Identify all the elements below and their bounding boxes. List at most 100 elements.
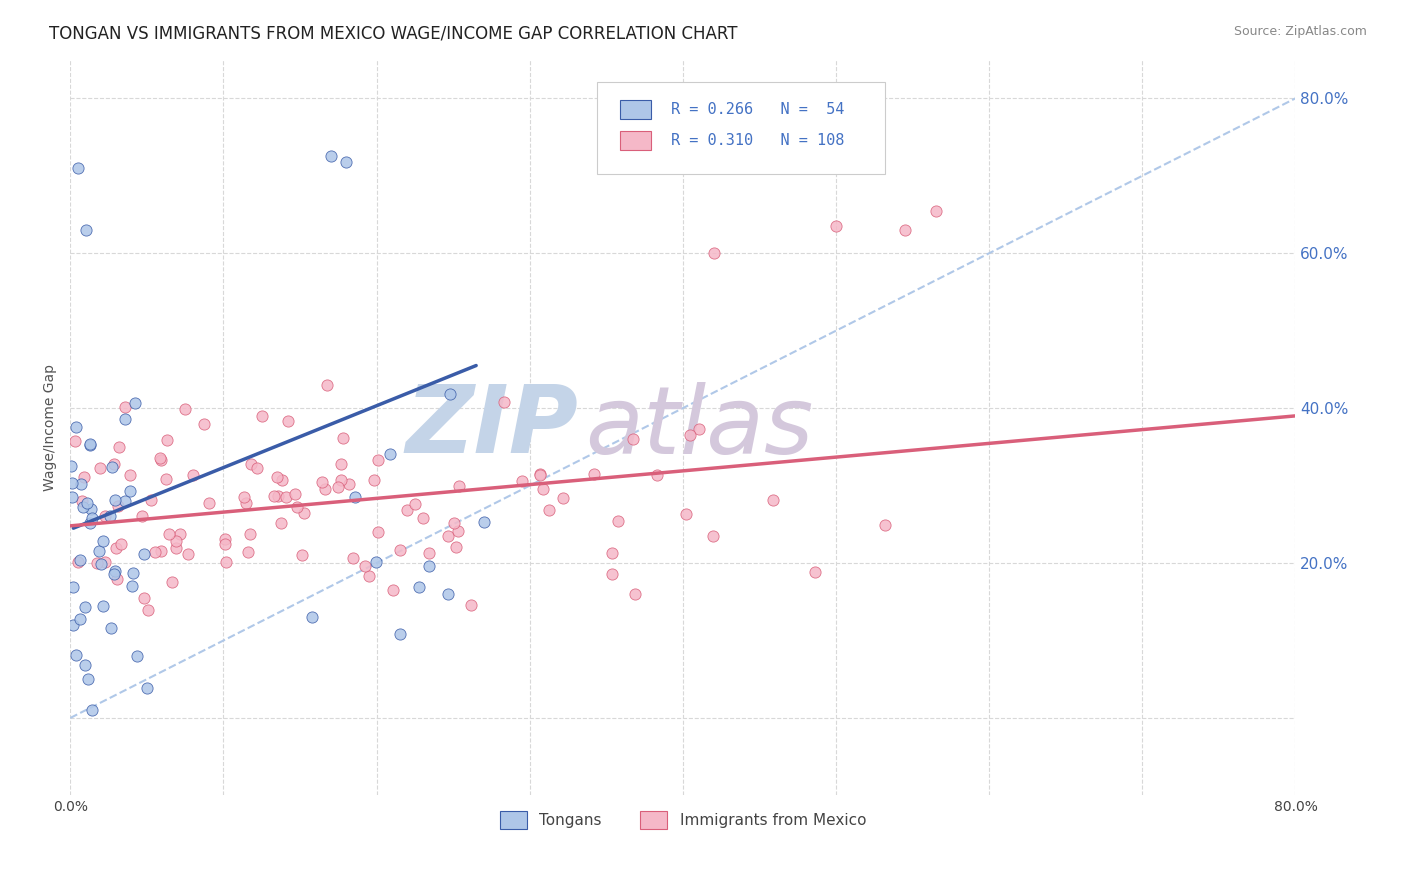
Point xyxy=(623,587,645,601)
Point xyxy=(134,548,156,562)
Point xyxy=(143,544,166,558)
Point xyxy=(381,583,404,598)
Point xyxy=(873,517,896,532)
Point xyxy=(492,395,515,409)
FancyBboxPatch shape xyxy=(620,131,651,150)
Point xyxy=(165,541,187,555)
Point xyxy=(69,612,91,626)
Point xyxy=(132,591,155,605)
Point xyxy=(316,378,339,392)
Point xyxy=(79,438,101,452)
Point xyxy=(447,524,470,539)
Point xyxy=(326,480,349,494)
Point xyxy=(75,223,97,237)
Point xyxy=(69,553,91,567)
Point xyxy=(65,420,87,434)
Point xyxy=(924,203,946,218)
Point xyxy=(165,534,187,549)
Point xyxy=(529,467,551,482)
Point xyxy=(582,467,605,482)
Point xyxy=(702,529,724,543)
Point xyxy=(91,599,114,613)
Point xyxy=(825,219,848,233)
Point xyxy=(240,458,263,472)
Point xyxy=(270,516,292,531)
Point xyxy=(804,565,827,579)
Point xyxy=(105,572,128,586)
Point xyxy=(86,556,108,570)
Point xyxy=(408,580,430,594)
Point xyxy=(65,648,87,663)
FancyBboxPatch shape xyxy=(620,101,651,119)
Point xyxy=(472,515,495,529)
Point xyxy=(104,565,127,579)
Point xyxy=(155,472,177,486)
Point xyxy=(94,556,117,570)
Point xyxy=(131,508,153,523)
Point xyxy=(443,516,465,530)
Point xyxy=(311,475,333,490)
Point xyxy=(291,548,314,562)
Point xyxy=(344,490,367,504)
Text: R = 0.266   N =  54: R = 0.266 N = 54 xyxy=(671,103,844,117)
Point xyxy=(150,544,173,558)
Point xyxy=(66,161,89,175)
Point xyxy=(69,477,91,491)
Point xyxy=(510,475,533,489)
Point xyxy=(436,529,458,543)
Point xyxy=(314,482,336,496)
Point xyxy=(181,467,204,482)
Point xyxy=(60,490,83,504)
Point xyxy=(366,555,388,569)
Point xyxy=(675,507,697,521)
Point xyxy=(62,618,84,632)
Point xyxy=(329,473,352,487)
Point xyxy=(437,587,460,601)
Point xyxy=(335,154,357,169)
Point xyxy=(94,509,117,524)
Point xyxy=(214,532,236,546)
Point xyxy=(447,479,470,493)
Point xyxy=(702,246,724,260)
Point xyxy=(70,494,93,508)
Point xyxy=(285,500,308,514)
Point xyxy=(418,546,440,560)
Point xyxy=(80,703,103,717)
Point xyxy=(169,527,191,541)
Point xyxy=(246,461,269,475)
Point xyxy=(139,493,162,508)
Point xyxy=(157,527,180,541)
Point xyxy=(602,566,624,581)
Point xyxy=(160,575,183,590)
Text: R = 0.310   N = 108: R = 0.310 N = 108 xyxy=(671,133,844,148)
Point xyxy=(600,545,623,559)
Point xyxy=(79,437,101,451)
Point xyxy=(73,470,96,484)
Point xyxy=(388,627,411,641)
Point xyxy=(688,422,710,436)
Point xyxy=(214,537,236,551)
Point xyxy=(76,496,98,510)
Point xyxy=(75,600,97,615)
Point xyxy=(404,498,426,512)
Point xyxy=(267,489,290,503)
Point xyxy=(138,602,160,616)
Point xyxy=(395,502,418,516)
Point xyxy=(60,475,83,490)
Point xyxy=(250,409,273,423)
Point xyxy=(277,414,299,428)
Point xyxy=(60,458,83,473)
Point xyxy=(63,434,86,449)
Point xyxy=(89,544,111,558)
Point xyxy=(284,487,307,501)
Point xyxy=(110,537,132,551)
Point xyxy=(107,499,129,513)
Point xyxy=(357,568,380,582)
Point xyxy=(529,467,551,482)
Point xyxy=(353,558,375,573)
Point xyxy=(91,533,114,548)
Point xyxy=(263,490,285,504)
Point xyxy=(114,400,136,414)
Point xyxy=(606,514,628,528)
Point xyxy=(104,492,127,507)
